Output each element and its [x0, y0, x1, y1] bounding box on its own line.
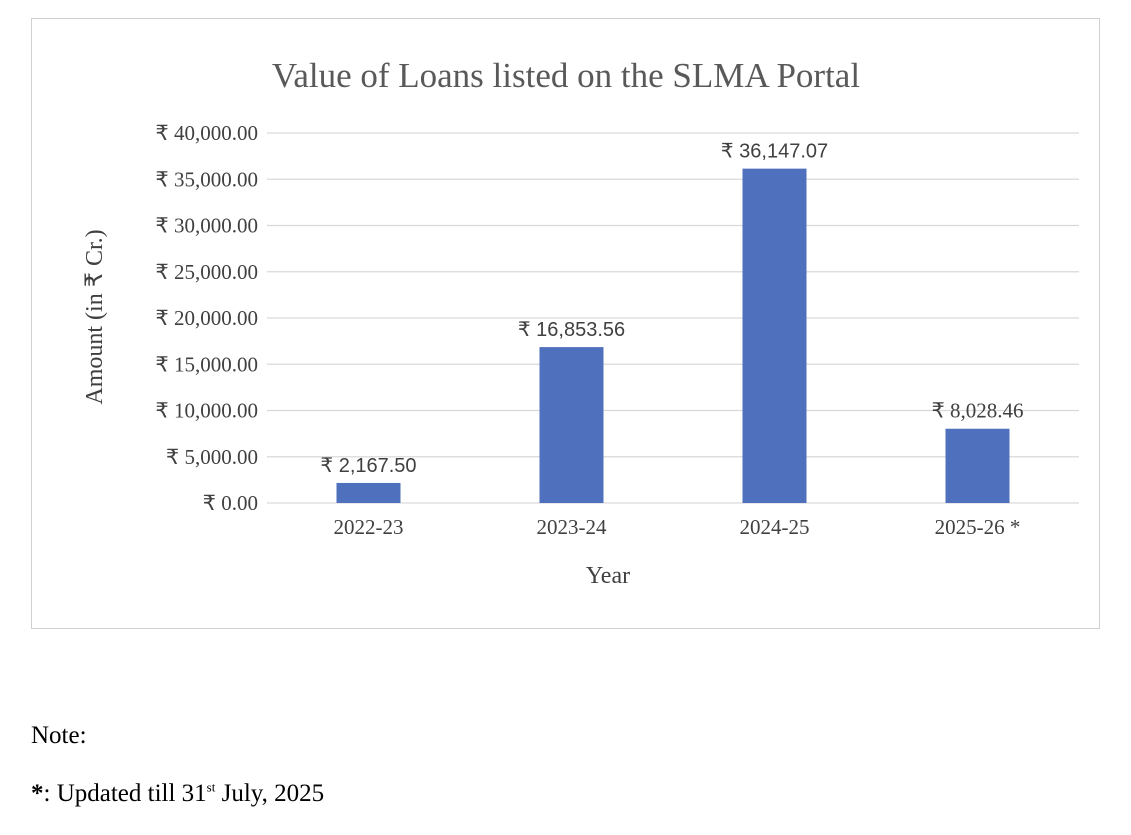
x-tick-label: 2025-26 *	[935, 515, 1021, 539]
y-tick-label: ₹ 20,000.00	[155, 306, 258, 330]
data-label: ₹ 8,028.46	[931, 399, 1023, 423]
y-tick-label: ₹ 10,000.00	[155, 399, 258, 423]
note-marker: *	[31, 780, 44, 807]
data-label: ₹ 16,853.56	[518, 319, 625, 341]
y-tick-label: ₹ 15,000.00	[155, 352, 258, 376]
bar-2022-23	[336, 482, 401, 503]
note-text: *: Updated till 31st July, 2025	[31, 780, 324, 808]
y-tick-label: ₹ 35,000.00	[155, 167, 258, 191]
bar-2023-24	[539, 347, 604, 503]
chart-title: Value of Loans listed on the SLMA Portal	[272, 56, 860, 95]
chart-frame: Value of Loans listed on the SLMA Portal…	[31, 18, 1100, 629]
x-axis-ticks: 2022-23 2023-24 2024-25 2025-26 *	[334, 515, 1021, 539]
data-labels: ₹ 2,167.50 ₹ 16,853.56 ₹ 36,147.07 ₹ 8,028.…	[320, 141, 1023, 477]
note-text-after: July, 2025	[215, 780, 325, 807]
y-tick-label: ₹ 25,000.00	[155, 260, 258, 284]
y-tick-label: ₹ 30,000.00	[155, 214, 258, 238]
y-tick-label: ₹ 40,000.00	[155, 121, 258, 145]
note-heading: Note:	[31, 722, 87, 749]
bars	[336, 168, 1010, 504]
data-label: ₹ 36,147.07	[721, 141, 828, 163]
bar-chart: Value of Loans listed on the SLMA Portal…	[82, 56, 1079, 589]
x-tick-label: 2022-23	[334, 515, 404, 539]
x-tick-label: 2024-25	[740, 515, 810, 539]
note-superscript: st	[206, 779, 216, 795]
bar-2025-26	[945, 428, 1010, 503]
data-label: ₹ 2,167.50	[320, 455, 416, 477]
bar-2024-25	[742, 168, 807, 504]
note-text-before: : Updated till 31	[43, 780, 207, 807]
gridlines	[267, 132, 1079, 504]
y-tick-label: ₹ 0.00	[203, 491, 258, 515]
y-tick-label: ₹ 5,000.00	[166, 445, 258, 469]
y-axis-label: Amount (in ₹ Cr.)	[82, 229, 108, 404]
x-axis-label: Year	[586, 563, 630, 589]
x-tick-label: 2023-24	[537, 515, 607, 539]
y-axis-ticks: ₹ 0.00 ₹ 5,000.00 ₹ 10,000.00 ₹ 15,000.00 ₹ …	[155, 121, 258, 515]
